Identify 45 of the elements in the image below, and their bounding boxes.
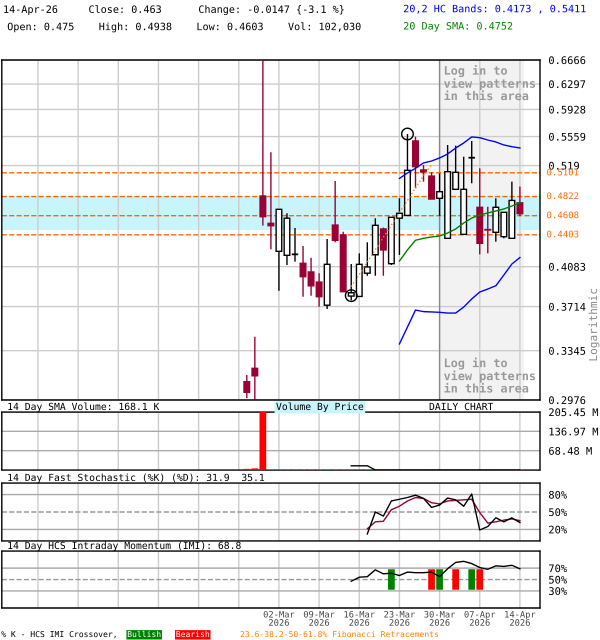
y-tick-label: 0.4083 (549, 262, 586, 271)
chart-title: 14 Day HCS Intraday Momentum (IMI): 68.8 (8, 542, 241, 551)
text: Log in to view patterns in this area (444, 358, 536, 393)
text: 20,2 HC Bands: 0.4173 , 0.5411 (404, 4, 586, 14)
text: 23.6-38.2-50-61.8% Fibonacci Retracements (240, 630, 438, 638)
text: Volume By Price (276, 402, 364, 412)
y-tick-label: 80% (549, 490, 567, 499)
y-tick-label: 0.519 (549, 162, 579, 170)
x-tick-label: 23-Mar 2026 (384, 610, 415, 626)
text: DAILY CHART (430, 402, 494, 410)
x-tick-label: 07-Apr 2026 (464, 610, 496, 626)
ref-line-label: 0.4403 (547, 230, 578, 238)
y-tick-label: 30% (549, 587, 567, 596)
y-tick-label: 0.3345 (549, 346, 586, 355)
y-tick-label: 20% (549, 526, 567, 534)
text: 20 Day SMA: 0.4752 (404, 22, 512, 32)
x-tick-label: 30-Mar 2026 (424, 610, 456, 626)
chart-title: 14-Apr-26 Close: 0.463 Change: -0.0147 {-3.1 %} (4, 5, 344, 16)
y-tick-label: 0.6297 (549, 80, 586, 88)
x-tick-label: 14-Apr 2026 (505, 611, 536, 626)
band-label: Log in to view patterns in this area (444, 65, 536, 100)
y-tick-label: 0.5559 (549, 132, 586, 141)
x-tick-label: 02-Mar 2026 (264, 610, 294, 626)
y-tick-label: 0.5928 (549, 106, 586, 114)
y-tick-label: 205.45 M (549, 408, 598, 416)
y-tick-label: 0.3714 (549, 302, 586, 311)
y-tick-label: 50% (549, 508, 567, 516)
ref-line-label: 0.4822 (547, 192, 578, 200)
x-tick-label: 09-Mar 2026 (304, 610, 335, 626)
text: Bullish (128, 630, 160, 638)
chart-title: 14 Day SMA Volume: 168.1 K (8, 402, 160, 412)
y-tick-label: 0.6666 (549, 56, 586, 64)
ref-line-label: 0.4608 (547, 211, 578, 218)
y-tick-label: 0.2976 (549, 396, 586, 404)
chart-subtitle: Open: 0.475 High: 0.4938 Low: 0.4603 Vol: 102,030 (8, 22, 361, 32)
ref-line-label: 0.5101 (547, 168, 578, 176)
y-tick-label: 70% (549, 564, 567, 572)
x-tick-label: 16-Mar 2026 (344, 610, 375, 626)
y-axis-title: Logarithmic (588, 288, 600, 360)
text: Bearish (176, 630, 210, 638)
y-tick-label: 68.48 M (549, 446, 592, 455)
y-tick-label: 50% (549, 576, 567, 584)
y-tick-label: 136.97 M (550, 428, 598, 436)
chart-title: 14 Day Fast Stochastic (%K) (%D): 31.9 35.1 (8, 474, 264, 483)
text: % K - HCS IMI Crossover, (1, 631, 116, 638)
